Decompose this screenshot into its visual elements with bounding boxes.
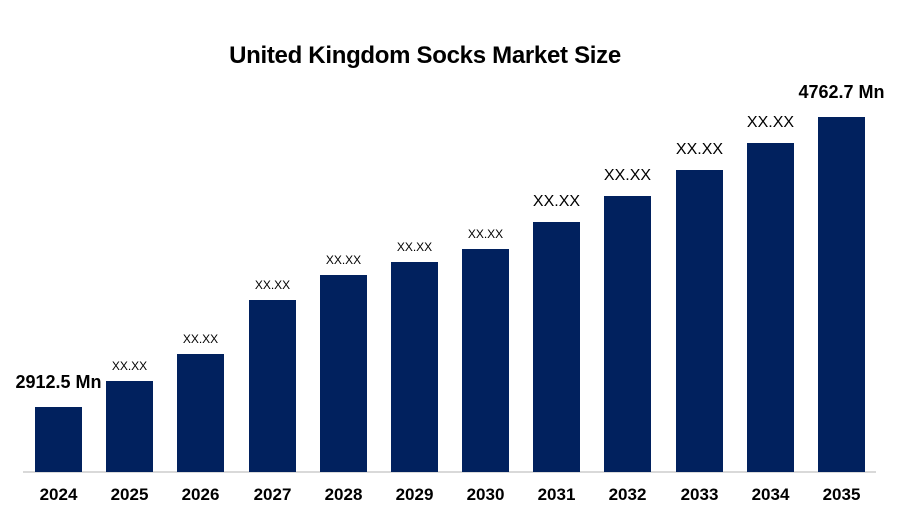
bar-value-label: 4762.7 Mn [798, 82, 885, 102]
x-axis-tick-label: 2032 [608, 485, 647, 504]
x-axis-tick-label: 2030 [466, 485, 505, 504]
bar [676, 170, 723, 472]
bar [747, 143, 794, 472]
bar-value-label: XX.XX [182, 332, 219, 346]
bar-value-label: XX.XX [532, 193, 581, 210]
bar-value-label: XX.XX [254, 278, 291, 292]
bar [35, 407, 82, 472]
x-axis-tick-label: 2028 [324, 485, 363, 504]
chart-title: United Kingdom Socks Market Size [229, 42, 621, 69]
bar-value-label: 2912.5 Mn [15, 372, 102, 392]
bar-value-label: XX.XX [603, 167, 652, 184]
x-axis-tick-label: 2033 [680, 485, 719, 504]
bar-value-label: XX.XX [675, 141, 724, 158]
bar-value-label: XX.XX [111, 359, 148, 373]
bar [462, 249, 509, 472]
bar [177, 354, 224, 472]
x-axis-tick-label: 2026 [181, 485, 220, 504]
x-axis-tick-label: 2029 [395, 485, 434, 504]
bar [391, 262, 438, 472]
x-axis-line [23, 471, 876, 473]
bar-value-label: XX.XX [325, 253, 362, 267]
bar-value-label: XX.XX [396, 240, 433, 254]
bar [106, 381, 153, 472]
x-axis-tick-label: 2027 [253, 485, 292, 504]
x-axis-tick-label: 2035 [822, 485, 861, 504]
bar [249, 300, 296, 472]
x-axis-tick-label: 2031 [537, 485, 576, 504]
bar [604, 196, 651, 472]
bar [818, 117, 865, 472]
bar-value-label: XX.XX [746, 114, 795, 131]
x-axis-tick-label: 2034 [751, 485, 790, 504]
bar-value-label: XX.XX [467, 227, 504, 241]
bar [320, 275, 367, 472]
x-axis-tick-label: 2025 [110, 485, 149, 504]
x-axis-tick-label: 2024 [39, 485, 78, 504]
bar [533, 222, 580, 472]
